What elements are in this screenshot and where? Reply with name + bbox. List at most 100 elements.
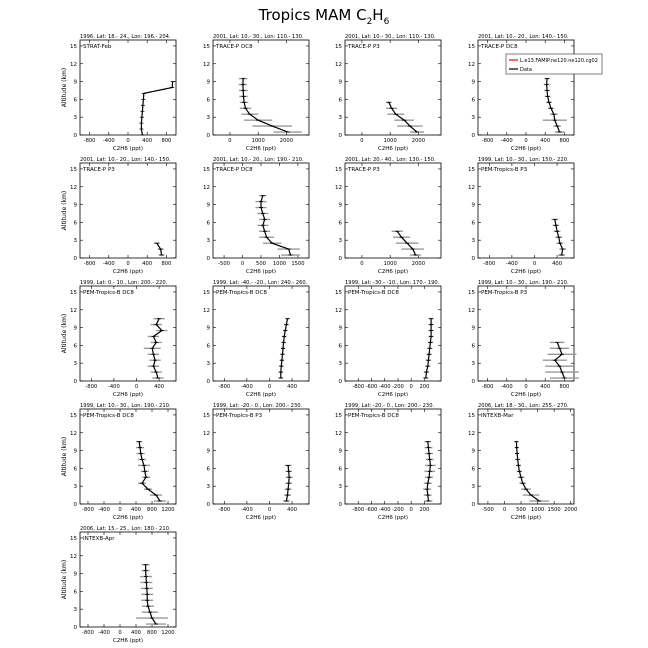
x-tick-label: 1000 [531, 507, 544, 513]
y-tick-label: 6 [74, 466, 78, 472]
x-tick-label: -500 [482, 507, 494, 513]
x-axis-label: C2H6 (ppt) [113, 269, 143, 275]
x-tick-label: -800 [352, 384, 364, 390]
panel-header: 2001, Lat: 10.- 20., Lon: 140.- 150. [478, 34, 569, 40]
y-tick-label: 6 [472, 343, 476, 349]
y-tick-label: 6 [74, 97, 78, 103]
panel-frame [212, 285, 310, 382]
x-tick-label: 0 [360, 138, 363, 144]
legend-data-label: Data [520, 67, 532, 73]
y-tick-label: 15 [70, 44, 77, 50]
x-tick-label: 1000 [273, 261, 286, 267]
y-tick-label: 12 [468, 185, 475, 191]
x-tick-label: -400 [379, 507, 391, 513]
panel-label: INTEXB-Apr [83, 536, 115, 542]
data-series-line [545, 78, 561, 133]
profile-panel: 1999, Lat: 10.- 30., Lon: 190.- 210. PEM-… [468, 280, 579, 398]
x-axis-label: C2H6 (ppt) [511, 392, 541, 398]
x-tick-label: -800 [84, 261, 96, 267]
x-tick-label: 1000 [252, 138, 265, 144]
y-tick-label: 9 [207, 203, 211, 209]
x-axis-label: C2H6 (ppt) [113, 392, 143, 398]
y-axis-label: Altitude (km) [61, 191, 68, 230]
x-tick-label: 800 [161, 138, 171, 144]
x-tick-label: 400 [287, 507, 297, 513]
y-tick-label: 15 [335, 290, 342, 296]
panel-frame [79, 285, 177, 382]
y-tick-label: 12 [203, 308, 210, 314]
panel-header: 1999, Lat: -20.- 0., Lon: 200.- 230. [345, 403, 435, 409]
panel-label: PEM-Tropics-B P3 [481, 290, 528, 296]
x-tick-label: 800 [161, 261, 171, 267]
panel-label: TRACE-P P3 [347, 44, 380, 50]
y-tick-label: 0 [74, 379, 78, 385]
y-tick-label: 3 [74, 361, 78, 367]
x-tick-label: -400 [103, 138, 115, 144]
y-tick-label: 3 [339, 484, 343, 490]
panel-frame [477, 162, 575, 259]
x-tick-label: 1200 [161, 630, 174, 636]
x-tick-label: 1200 [161, 507, 174, 513]
panel-frame [212, 39, 310, 136]
y-axis-label: Altitude (km) [61, 560, 68, 599]
x-tick-label: -400 [501, 384, 513, 390]
y-tick-label: 15 [203, 413, 210, 419]
panel-label: STRAT-Feb [83, 44, 112, 50]
x-tick-label: 0 [268, 507, 271, 513]
y-tick-label: 9 [472, 449, 476, 455]
y-tick-label: 9 [74, 326, 78, 332]
x-tick-label: 0 [268, 384, 271, 390]
x-tick-label: -600 [366, 384, 378, 390]
x-tick-label: 0 [503, 507, 506, 513]
y-tick-label: 12 [203, 431, 210, 437]
panel-header: 2001, Lat: 10.- 30., Lon: 110.- 130. [213, 34, 304, 40]
x-tick-label: -400 [241, 384, 253, 390]
x-tick-label: 800 [559, 384, 569, 390]
x-tick-label: 2000 [412, 261, 425, 267]
y-tick-label: 3 [472, 115, 476, 121]
y-tick-label: 15 [468, 167, 475, 173]
y-tick-label: 12 [70, 431, 77, 437]
x-tick-label: -800 [482, 138, 494, 144]
y-tick-label: 6 [472, 220, 476, 226]
y-tick-label: 9 [74, 449, 78, 455]
x-tick-label: 0 [135, 384, 138, 390]
panel-label: TRACE-P DC8 [480, 44, 518, 50]
x-axis-label: C2H6 (ppt) [378, 146, 408, 152]
x-axis-label: C2H6 (ppt) [246, 515, 276, 521]
x-tick-label: 1000 [384, 138, 397, 144]
x-axis-label: C2H6 (ppt) [378, 392, 408, 398]
y-tick-label: 12 [335, 185, 342, 191]
profile-panel: 1999, Lat: 0.- 10., Lon: 200.- 220. PEM-T… [61, 280, 177, 398]
y-tick-label: 6 [207, 97, 211, 103]
x-axis-label: C2H6 (ppt) [378, 515, 408, 521]
panel-label: TRACE-P P3 [347, 167, 380, 173]
panel-frame [344, 39, 442, 136]
data-series-line [388, 102, 418, 133]
y-tick-label: 6 [472, 466, 476, 472]
y-tick-label: 15 [203, 44, 210, 50]
profile-panel: 1996, Lat: 18.- 24., Lon: 196.- 204. STRA… [61, 34, 177, 152]
y-tick-label: 6 [207, 466, 211, 472]
panel-label: INTEXB-Mar [481, 413, 514, 419]
y-tick-label: 6 [207, 220, 211, 226]
x-axis-label: C2H6 (ppt) [246, 269, 276, 275]
y-axis-label: Altitude (km) [61, 437, 68, 476]
y-tick-label: 15 [335, 413, 342, 419]
x-tick-label: 0 [360, 261, 363, 267]
x-tick-label: 0 [410, 507, 413, 513]
y-tick-label: 12 [203, 62, 210, 68]
x-tick-label: 0 [228, 138, 231, 144]
y-axis-label: Altitude (km) [61, 314, 68, 353]
y-tick-label: 3 [472, 238, 476, 244]
x-axis-label: C2H6 (ppt) [113, 146, 143, 152]
profile-panel: 2001, Lat: 10.- 20., Lon: 140.- 150. TRAC… [61, 157, 177, 275]
y-tick-label: 15 [468, 413, 475, 419]
y-tick-label: 3 [207, 115, 211, 121]
y-tick-label: 0 [472, 133, 476, 139]
y-tick-label: 9 [207, 449, 211, 455]
x-tick-label: -200 [392, 384, 404, 390]
x-tick-label: 1000 [384, 261, 397, 267]
x-tick-label: 2000 [280, 138, 293, 144]
panel-label: TRACE-P P3 [82, 167, 115, 173]
